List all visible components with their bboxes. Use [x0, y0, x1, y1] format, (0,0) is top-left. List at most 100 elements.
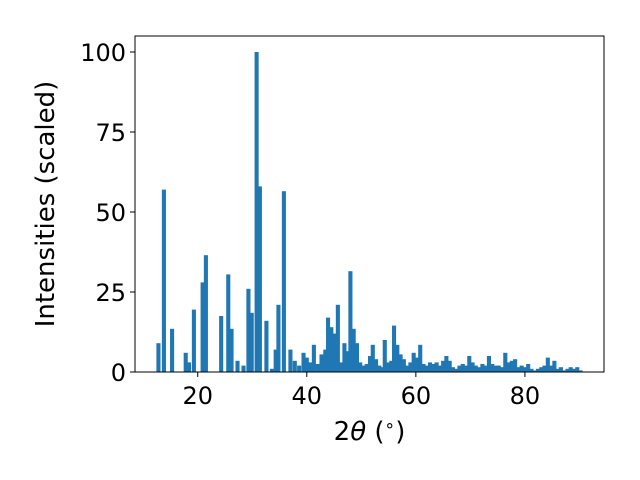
bar-66	[434, 362, 439, 372]
bar-110	[578, 370, 583, 372]
bar-49	[380, 367, 385, 372]
bar-67	[437, 365, 442, 372]
y-axis-ticks: 0 25 50 75 100	[80, 39, 135, 387]
bar-106	[565, 368, 570, 372]
bar-70	[447, 360, 452, 372]
bar-57	[405, 365, 410, 372]
bar-62	[421, 364, 426, 372]
bar-84	[493, 365, 498, 372]
bar-109	[575, 367, 580, 372]
bar-42	[358, 362, 363, 372]
bar-79	[477, 367, 482, 372]
y-tick-label-4: 100	[80, 39, 126, 67]
bar-13	[246, 288, 251, 372]
bar-44	[364, 364, 369, 372]
plot-frame	[134, 35, 605, 373]
bar-11	[235, 360, 240, 372]
x-tick-label-1: 40	[292, 382, 323, 410]
bar-31	[323, 349, 328, 372]
bar-83	[490, 364, 495, 372]
bar-53	[392, 325, 397, 372]
x-axis-label-prefix: 2	[334, 417, 351, 447]
bar-27	[308, 362, 313, 372]
bar-58	[408, 362, 413, 372]
bar-3	[183, 352, 188, 372]
bar-1	[161, 189, 166, 372]
bars-group	[156, 52, 583, 372]
bar-47	[374, 359, 379, 372]
bar-63	[424, 365, 429, 372]
bar-100	[545, 357, 550, 372]
bar-24	[297, 365, 302, 372]
bar-104	[558, 367, 563, 372]
bar-23	[292, 360, 297, 372]
bar-9	[226, 274, 231, 372]
bar-71	[450, 367, 455, 372]
bar-94	[526, 364, 531, 372]
bar-87	[503, 352, 508, 372]
x-axis-label: 2θ (∘)	[334, 416, 406, 447]
bar-22	[288, 349, 293, 372]
bar-101	[549, 365, 554, 372]
bar-37	[342, 343, 347, 372]
bar-35	[335, 304, 340, 372]
bar-4	[186, 362, 192, 372]
bar-102	[552, 360, 557, 372]
bar-93	[522, 367, 527, 372]
bar-14	[249, 312, 254, 372]
bar-28	[311, 344, 316, 372]
bar-17	[264, 320, 269, 372]
bar-6	[200, 282, 205, 372]
bar-8	[219, 316, 224, 372]
bar-64	[427, 362, 433, 372]
bar-86	[499, 367, 505, 372]
bar-81	[483, 365, 488, 372]
bar-85	[496, 365, 501, 372]
x-tick-label-3: 80	[510, 382, 541, 410]
bar-98	[539, 367, 544, 372]
bar-60	[414, 357, 419, 372]
bar-34	[332, 333, 337, 372]
bar-69	[444, 356, 449, 372]
bar-96	[532, 370, 537, 372]
bar-36	[339, 362, 344, 372]
bar-108	[571, 368, 577, 372]
y-tick-label-2: 50	[95, 199, 126, 227]
bar-43	[361, 365, 366, 372]
bar-92	[519, 365, 524, 372]
y-tick-label-0: 0	[111, 359, 126, 387]
bar-20	[276, 304, 281, 372]
bar-52	[389, 360, 394, 372]
bar-0	[156, 343, 161, 372]
bar-41	[354, 343, 359, 372]
bar-48	[377, 365, 382, 372]
bar-51	[386, 362, 391, 372]
bar-107	[568, 367, 573, 372]
bar-76	[467, 356, 472, 372]
bar-19	[273, 349, 278, 372]
y-tick-label-3: 75	[95, 119, 126, 147]
bar-97	[535, 368, 541, 372]
bar-105	[562, 370, 567, 372]
bar-99	[542, 365, 547, 372]
bar-32	[326, 317, 331, 372]
x-axis-label-close: )	[395, 417, 405, 447]
bar-78	[473, 365, 478, 372]
bar-39	[348, 271, 353, 372]
x-axis-ticks: 20 40 60 80	[182, 372, 540, 410]
bar-25	[301, 352, 306, 372]
bar-95	[529, 368, 534, 372]
bar-65	[431, 364, 436, 372]
bar-26	[304, 357, 309, 372]
bar-90	[513, 359, 518, 372]
bar-103	[555, 368, 560, 372]
bar-5	[191, 309, 196, 372]
bar-40	[351, 328, 356, 372]
bar-56	[401, 359, 406, 372]
bar-16	[257, 186, 262, 372]
bar-7	[203, 255, 208, 372]
bar-18	[269, 368, 274, 372]
bar-89	[509, 360, 514, 372]
bar-38	[345, 351, 350, 372]
